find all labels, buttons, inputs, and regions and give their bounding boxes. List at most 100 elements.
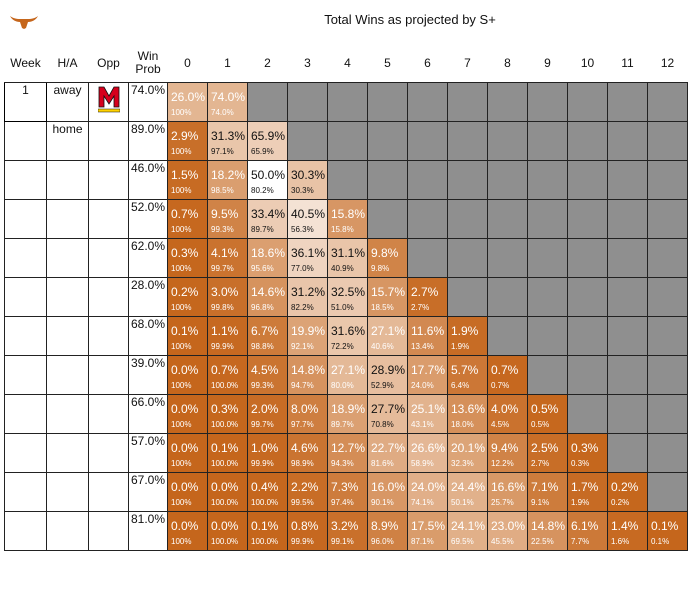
cumulative-probability: 99.3%	[251, 381, 274, 390]
empty-cell	[607, 160, 648, 200]
cumulative-probability: 97.1%	[211, 147, 234, 156]
probability-cell: 2.0% 99.7%	[247, 394, 288, 434]
opponent-cell	[88, 160, 129, 200]
win-total-probability: 3.2%	[331, 519, 359, 533]
cumulative-probability: 52.9%	[371, 381, 394, 390]
cumulative-probability: 100.0%	[211, 498, 239, 507]
cumulative-probability: 51.0%	[331, 303, 354, 312]
probability-cell: 2.5% 2.7%	[527, 433, 568, 473]
cumulative-probability: 98.8%	[251, 342, 274, 351]
cumulative-probability: 94.3%	[331, 459, 354, 468]
probability-cell: 40.5% 56.3%	[287, 199, 328, 239]
empty-cell	[607, 82, 648, 122]
cumulative-probability: 50.1%	[451, 498, 474, 507]
probability-cell: 3.2% 99.1%	[327, 511, 368, 551]
probability-cell: 7.3% 97.4%	[327, 472, 368, 512]
home-away-cell	[46, 394, 89, 434]
cumulative-probability: 100.0%	[211, 537, 239, 546]
win-total-probability: 6.7%	[251, 324, 279, 338]
cumulative-probability: 100%	[171, 420, 192, 429]
cumulative-probability: 99.3%	[211, 225, 234, 234]
week-cell	[4, 394, 47, 434]
week-cell	[4, 121, 47, 161]
opponent-cell	[88, 199, 129, 239]
empty-cell	[327, 121, 368, 161]
column-header: 5	[367, 44, 408, 83]
win-total-probability: 0.1%	[251, 519, 279, 533]
win-total-probability: 17.5%	[411, 519, 446, 533]
win-total-probability: 0.5%	[531, 402, 559, 416]
win-prob-cell: 68.0%	[128, 316, 168, 356]
win-total-probability: 50.0%	[251, 168, 286, 182]
empty-cell	[527, 316, 568, 356]
probability-cell: 0.5% 0.5%	[527, 394, 568, 434]
empty-cell	[567, 82, 608, 122]
probability-cell: 33.4% 89.7%	[247, 199, 288, 239]
table-row: 67.0% 0.0% 100% 0.0% 100.0% 0.4% 100.0% 2.2% 99.…	[4, 472, 688, 512]
empty-cell	[607, 238, 648, 278]
win-total-probability: 0.1%	[211, 441, 239, 455]
cumulative-probability: 100%	[171, 498, 192, 507]
opponent-cell	[88, 238, 129, 278]
win-total-probability: 31.2%	[291, 285, 326, 299]
cumulative-probability: 100%	[171, 108, 192, 117]
cumulative-probability: 89.7%	[251, 225, 274, 234]
empty-cell	[647, 394, 688, 434]
empty-cell	[567, 316, 608, 356]
win-total-probability: 0.0%	[211, 519, 239, 533]
opponent-cell	[88, 472, 129, 512]
cumulative-probability: 43.1%	[411, 420, 434, 429]
win-total-probability: 2.7%	[411, 285, 439, 299]
empty-cell	[447, 82, 488, 122]
opponent-cell	[88, 277, 129, 317]
empty-cell	[607, 355, 648, 395]
maryland-logo-icon	[97, 86, 120, 113]
win-total-probability: 0.4%	[251, 480, 279, 494]
probability-cell: 0.1% 0.1%	[647, 511, 688, 551]
probability-cell: 31.1% 40.9%	[327, 238, 368, 278]
probability-cell: 0.4% 100.0%	[247, 472, 288, 512]
win-total-probability: 8.0%	[291, 402, 319, 416]
win-total-probability: 32.5%	[331, 285, 366, 299]
probability-cell: 0.1% 100%	[167, 316, 208, 356]
cumulative-probability: 100%	[171, 342, 192, 351]
probability-cell: 16.0% 90.1%	[367, 472, 408, 512]
win-total-probability: 33.4%	[251, 207, 286, 221]
column-header: 8	[487, 44, 528, 83]
win-total-probability: 0.7%	[211, 363, 239, 377]
cumulative-probability: 24.0%	[411, 381, 434, 390]
probability-cell: 30.3% 30.3%	[287, 160, 328, 200]
win-total-probability: 0.1%	[651, 519, 679, 533]
cumulative-probability: 100%	[171, 303, 192, 312]
probability-cell: 31.2% 82.2%	[287, 277, 328, 317]
empty-cell	[607, 277, 648, 317]
win-total-probability: 36.1%	[291, 246, 326, 260]
probability-cell: 1.7% 1.9%	[567, 472, 608, 512]
probability-cell: 9.8% 9.8%	[367, 238, 408, 278]
cumulative-probability: 95.6%	[251, 264, 274, 273]
table-row: 66.0% 0.0% 100% 0.3% 100.0% 2.0% 99.7% 8.0% 97.7…	[4, 394, 688, 434]
probability-cell: 18.2% 98.5%	[207, 160, 248, 200]
empty-cell	[367, 82, 408, 122]
win-prob-cell: 62.0%	[128, 238, 168, 278]
probability-cell: 2.7% 2.7%	[407, 277, 448, 317]
cumulative-probability: 99.9%	[291, 537, 314, 546]
probability-cell: 0.0% 100.0%	[207, 472, 248, 512]
empty-cell	[527, 160, 568, 200]
win-total-probability: 4.0%	[491, 402, 519, 416]
empty-cell	[447, 238, 488, 278]
cumulative-probability: 45.5%	[491, 537, 514, 546]
empty-cell	[287, 121, 328, 161]
empty-cell	[447, 199, 488, 239]
empty-cell	[407, 238, 448, 278]
column-header: H/A	[46, 44, 89, 83]
probability-cell: 31.3% 97.1%	[207, 121, 248, 161]
win-total-probability: 1.7%	[571, 480, 599, 494]
table-row: 46.0% 1.5% 100% 18.2% 98.5% 50.0% 80.2% 30.3% 30…	[4, 160, 688, 200]
probability-cell: 0.0% 100%	[167, 355, 208, 395]
win-prob-cell: 89.0%	[128, 121, 168, 161]
cumulative-probability: 65.9%	[251, 147, 274, 156]
cumulative-probability: 98.9%	[291, 459, 314, 468]
empty-cell	[327, 160, 368, 200]
empty-cell	[647, 355, 688, 395]
